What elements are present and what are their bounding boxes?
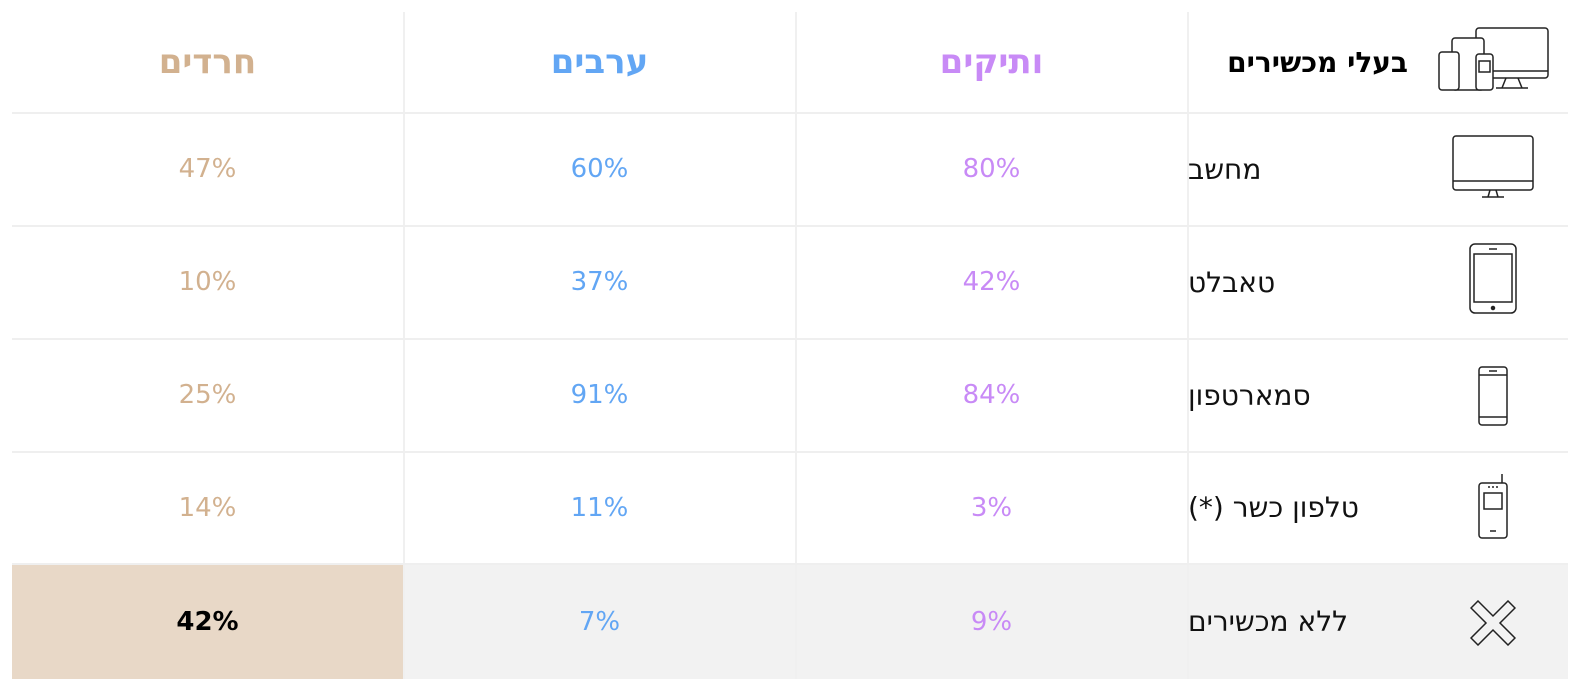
row-divider <box>12 112 1568 114</box>
header-cell: ותיקים <box>939 42 1044 82</box>
value-cell: 7% <box>578 606 621 637</box>
value-cell: 37% <box>570 267 629 297</box>
value-cell: 47% <box>178 154 237 184</box>
kosher-phone-icon <box>1478 474 1508 539</box>
header-cell: בעלי מכשירים <box>1227 45 1408 79</box>
row-label: טלפון כשר (*) <box>1188 491 1359 524</box>
tablet-icon <box>1469 243 1517 314</box>
value-cell: 11% <box>570 492 629 523</box>
row-divider <box>12 225 1568 227</box>
value-cell: 42% <box>962 267 1021 297</box>
row-divider <box>12 451 1568 453</box>
row-divider <box>12 338 1568 340</box>
column-divider <box>403 12 405 679</box>
row-label: סמארטפון <box>1188 378 1311 412</box>
computer-icon <box>1452 135 1534 198</box>
row-highlight <box>404 564 1568 679</box>
smartphone-icon <box>1478 366 1508 426</box>
row-label: מחשב <box>1188 152 1262 186</box>
value-cell: 91% <box>570 380 629 410</box>
value-cell: 80% <box>962 154 1021 184</box>
header-cell: ערבים <box>550 42 649 82</box>
cell-highlight <box>12 564 403 679</box>
value-cell: 84% <box>962 380 1021 410</box>
value-cell: 60% <box>570 154 629 184</box>
column-divider <box>795 12 797 679</box>
row-label: ללא מכשירים <box>1188 605 1349 638</box>
column-divider <box>1187 12 1189 679</box>
row-label: טאבלט <box>1188 265 1276 299</box>
header-cell: חרדים <box>158 42 257 82</box>
row-divider <box>12 563 1568 565</box>
no-device-icon <box>1470 600 1516 646</box>
value-cell: 3% <box>970 492 1013 523</box>
value-cell: 9% <box>970 606 1013 637</box>
value-cell: 14% <box>178 492 237 523</box>
value-cell: 25% <box>178 380 237 410</box>
value-cell: 42% <box>176 606 239 637</box>
value-cell: 10% <box>178 267 237 297</box>
devices-icon <box>1438 27 1549 91</box>
